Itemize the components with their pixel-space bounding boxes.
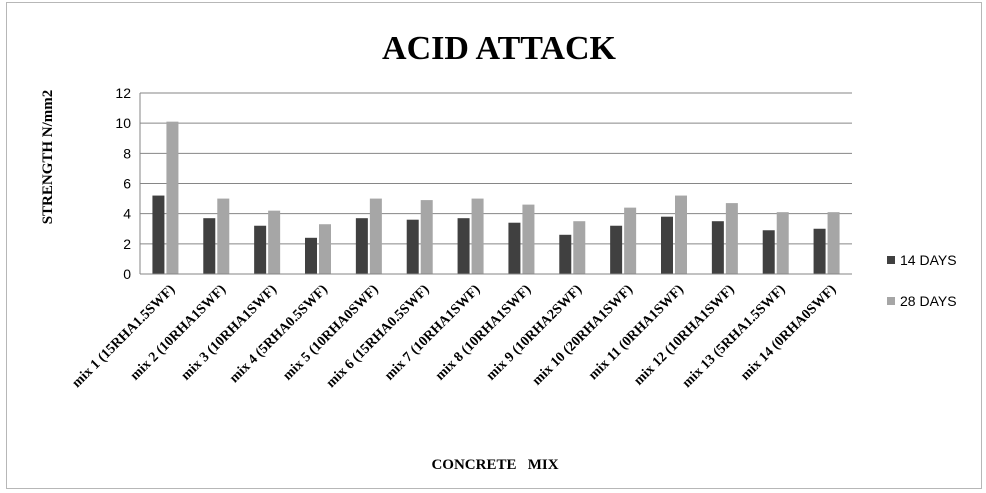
x-tick-label: mix 6 (15RHA0.5SWF) [324,282,433,391]
bar-28-days [319,224,331,274]
chart-frame: ACID ATTACK STRENGTH N/mm2 CONCRETE MIX … [6,2,982,489]
x-tick-label: mix 14 (0RHA0SWF) [738,282,840,384]
y-axis-label: STRENGTH N/mm2 [40,90,56,225]
y-tick-labels: 0 2 4 6 8 10 12 [115,85,131,282]
bar-14-days [355,218,368,274]
x-tick-label: mix 3 (10RHA1SWF) [179,282,281,384]
bar-14-days [610,225,623,274]
legend: 14 DAYS 28 DAYS [887,252,957,309]
y-tick-label: 10 [115,115,131,131]
legend-label: 14 DAYS [900,252,957,268]
x-tick-label: mix 12 (10RHA1SWF) [631,282,738,389]
bar-28-days [268,210,281,274]
bar-14-days [559,234,572,274]
x-tick-label: mix 11 (0RHA1SWF) [586,282,687,383]
bar-28-days [827,212,840,274]
bar-28-days [471,198,484,274]
y-tick-label: 0 [123,266,131,282]
x-axis-label: CONCRETE MIX [431,457,558,473]
legend-swatch [887,256,895,264]
y-tick-label: 2 [123,236,131,252]
bar-14-days [762,230,775,274]
y-tick-label: 8 [123,145,131,161]
x-tick-label: mix 13 (5RHA1.5SWF) [680,282,789,391]
x-tick-labels: mix 1 (15RHA1.5SWF)mix 2 (10RHA1SWF)mix … [69,282,839,391]
bar-28-days [776,212,789,274]
x-tick-label: mix 1 (15RHA1.5SWF) [69,282,178,391]
bar-28-days [725,203,738,274]
bar-14-days [203,218,216,274]
bar-28-days [369,198,382,274]
bar-chart: ACID ATTACK STRENGTH N/mm2 CONCRETE MIX … [40,30,957,473]
y-tick-label: 12 [115,85,131,101]
x-tick-label: mix 2 (10RHA1SWF) [128,282,230,384]
bar-28-days [573,221,586,274]
x-tick-label: mix 10 (20RHA1SWF) [530,282,637,389]
legend-label: 28 DAYS [900,293,957,309]
bar-14-days [457,218,470,274]
bar-28-days [420,200,433,274]
y-tick-label: 6 [123,176,131,192]
bar-14-days [813,228,826,274]
bar-14-days [305,237,317,274]
bars [152,121,840,275]
bar-28-days [675,195,687,274]
bar-14-days [711,221,724,274]
bar-14-days [152,195,165,274]
legend-swatch [887,297,895,305]
bar-14-days [254,225,267,274]
bar-14-days [406,219,419,274]
bar-14-days [508,222,521,274]
x-tick-label: mix 8 (10RHA1SWF) [433,282,535,384]
bar-28-days [522,204,535,274]
bar-28-days [166,121,179,275]
bar-14-days [661,216,673,274]
chart-title: ACID ATTACK [382,30,616,67]
x-tick-label: mix 4 (5RHA0.5SWF) [227,282,331,386]
x-tick-label: mix 9 (10RHA2SWF) [484,282,586,384]
gridlines [140,92,852,245]
x-tick-label: mix 5 (10RHA0SWF) [280,282,382,384]
bar-28-days [624,207,637,274]
y-tick-label: 4 [123,206,131,222]
bar-28-days [217,198,230,274]
x-tick-label: mix 7 (10RHA1SWF) [382,282,484,384]
axes [139,93,852,275]
